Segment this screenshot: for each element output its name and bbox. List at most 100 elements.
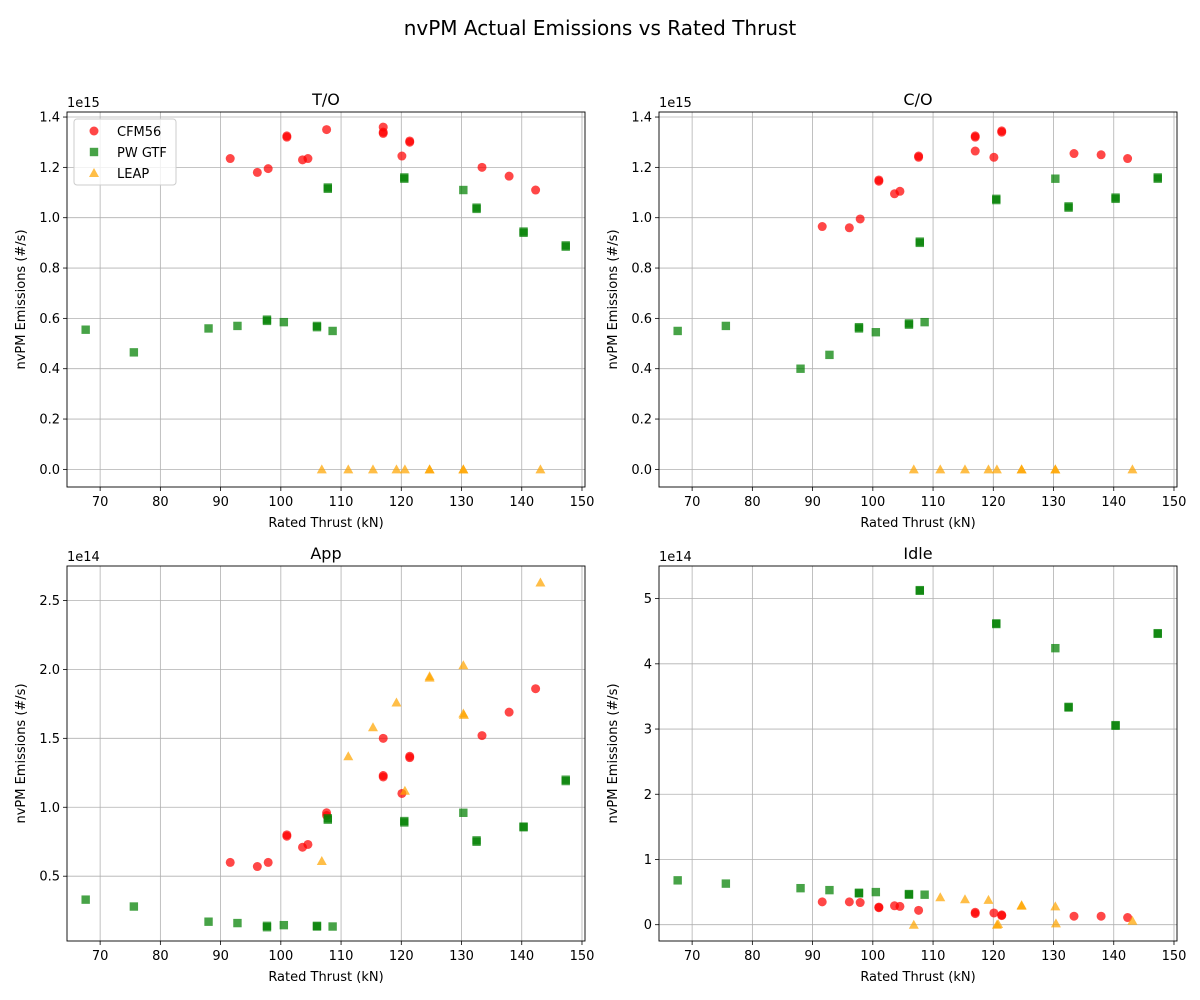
axis-exponent-label: 1e14 (67, 550, 100, 565)
data-point (129, 348, 139, 357)
x-tick-label: 150 (1162, 949, 1187, 964)
data-point (367, 464, 378, 474)
series-cfm56 (817, 126, 1133, 233)
data-point (312, 921, 322, 931)
x-tick-label: 90 (804, 949, 821, 964)
y-tick-label: 0.2 (39, 413, 60, 428)
data-point (405, 753, 415, 763)
data-point (1111, 721, 1120, 730)
data-point (316, 464, 327, 474)
data-point (343, 751, 354, 761)
data-point (721, 321, 731, 331)
subplot-t-o: 70 80 90 100 110 120 130 140 150 0.0 0.2 0.4 0.6 0.8 1… (14, 90, 594, 531)
data-point (282, 831, 292, 841)
x-tick-label: 90 (804, 495, 821, 510)
y-tick-label: 0.4 (39, 362, 60, 377)
data-point (405, 137, 415, 147)
y-tick-label: 1.4 (631, 111, 652, 126)
data-point (225, 154, 235, 164)
y-tick-label: 0.4 (631, 362, 652, 377)
data-point (989, 908, 999, 918)
x-tick-label: 110 (329, 949, 354, 964)
data-point (282, 132, 292, 142)
data-point (914, 152, 924, 162)
data-point (233, 321, 242, 331)
data-point (477, 731, 487, 741)
x-axis-label: Rated Thrust (kN) (268, 970, 383, 985)
axis-exponent-label: 1e15 (659, 96, 692, 111)
x-axis-label: Rated Thrust (kN) (268, 516, 383, 531)
data-point (316, 856, 327, 866)
axis-exponent-label: 1e15 (67, 96, 100, 111)
x-tick-label: 90 (212, 949, 229, 964)
data-point (844, 897, 854, 907)
subplot-c-o: 70 80 90 100 110 120 130 140 150 0.0 0.2 0.4 0.6 0.8 1… (606, 90, 1186, 531)
data-point (328, 922, 337, 931)
x-tick-label: 140 (509, 949, 534, 964)
data-point (279, 920, 289, 930)
data-point (1111, 194, 1120, 204)
data-point (895, 901, 905, 911)
y-tick-label: 4 (644, 657, 652, 672)
data-point (915, 238, 925, 248)
data-point (204, 917, 213, 926)
subplot-app: 70 80 90 100 110 120 130 140 150 0.5 1.0 1.5 2.0 2.5 A… (14, 544, 594, 985)
series-leap (316, 577, 546, 866)
data-point (1127, 464, 1138, 474)
x-tick-label: 150 (570, 495, 595, 510)
y-tick-label: 1.5 (39, 732, 60, 747)
data-point (1123, 913, 1133, 923)
data-point (825, 350, 834, 360)
legend-label: CFM56 (117, 125, 161, 140)
x-tick-label: 120 (981, 495, 1006, 510)
data-point (458, 709, 469, 719)
x-tick-label: 110 (329, 495, 354, 510)
x-tick-label: 70 (92, 949, 109, 964)
data-point (391, 464, 402, 474)
data-point (322, 125, 332, 135)
y-tick-label: 2.5 (39, 594, 60, 609)
data-point (915, 586, 925, 595)
data-point (871, 328, 881, 337)
y-tick-label: 1.2 (631, 161, 652, 176)
y-tick-label: 0 (644, 918, 652, 933)
data-point (279, 317, 289, 327)
data-point (561, 776, 570, 786)
y-axis-label: nvPM Emissions (#/s) (14, 229, 29, 369)
data-point (1050, 464, 1061, 474)
subplot-title: C/O (903, 90, 932, 109)
axes-frame (66, 111, 586, 488)
data-point (397, 151, 407, 161)
data-point (997, 127, 1007, 137)
data-point (535, 464, 546, 474)
series-pw-gtf (673, 585, 1162, 899)
axes-frame (66, 565, 586, 942)
data-point (992, 195, 1001, 205)
data-point (472, 837, 481, 846)
data-point (1096, 150, 1106, 160)
data-point (1153, 629, 1162, 639)
axes-frame (658, 111, 1178, 488)
data-point (262, 921, 272, 931)
legend-label: PW GTF (117, 146, 167, 161)
data-point (303, 839, 313, 849)
data-point (855, 214, 865, 224)
data-point (1016, 900, 1027, 910)
data-point (993, 919, 1004, 929)
data-point (874, 176, 884, 186)
data-point (1153, 173, 1162, 182)
x-tick-label: 100 (860, 949, 885, 964)
data-point (252, 167, 262, 177)
data-point (1127, 915, 1138, 925)
data-point (1096, 911, 1106, 921)
data-point (825, 885, 834, 895)
y-tick-label: 0.0 (39, 463, 60, 478)
data-point (378, 772, 388, 782)
data-point (225, 857, 235, 867)
data-point (796, 364, 805, 373)
data-point (920, 890, 929, 899)
data-point (904, 890, 914, 899)
data-point (673, 326, 682, 336)
legend-label: LEAP (117, 167, 149, 182)
y-tick-label: 2 (644, 788, 652, 803)
